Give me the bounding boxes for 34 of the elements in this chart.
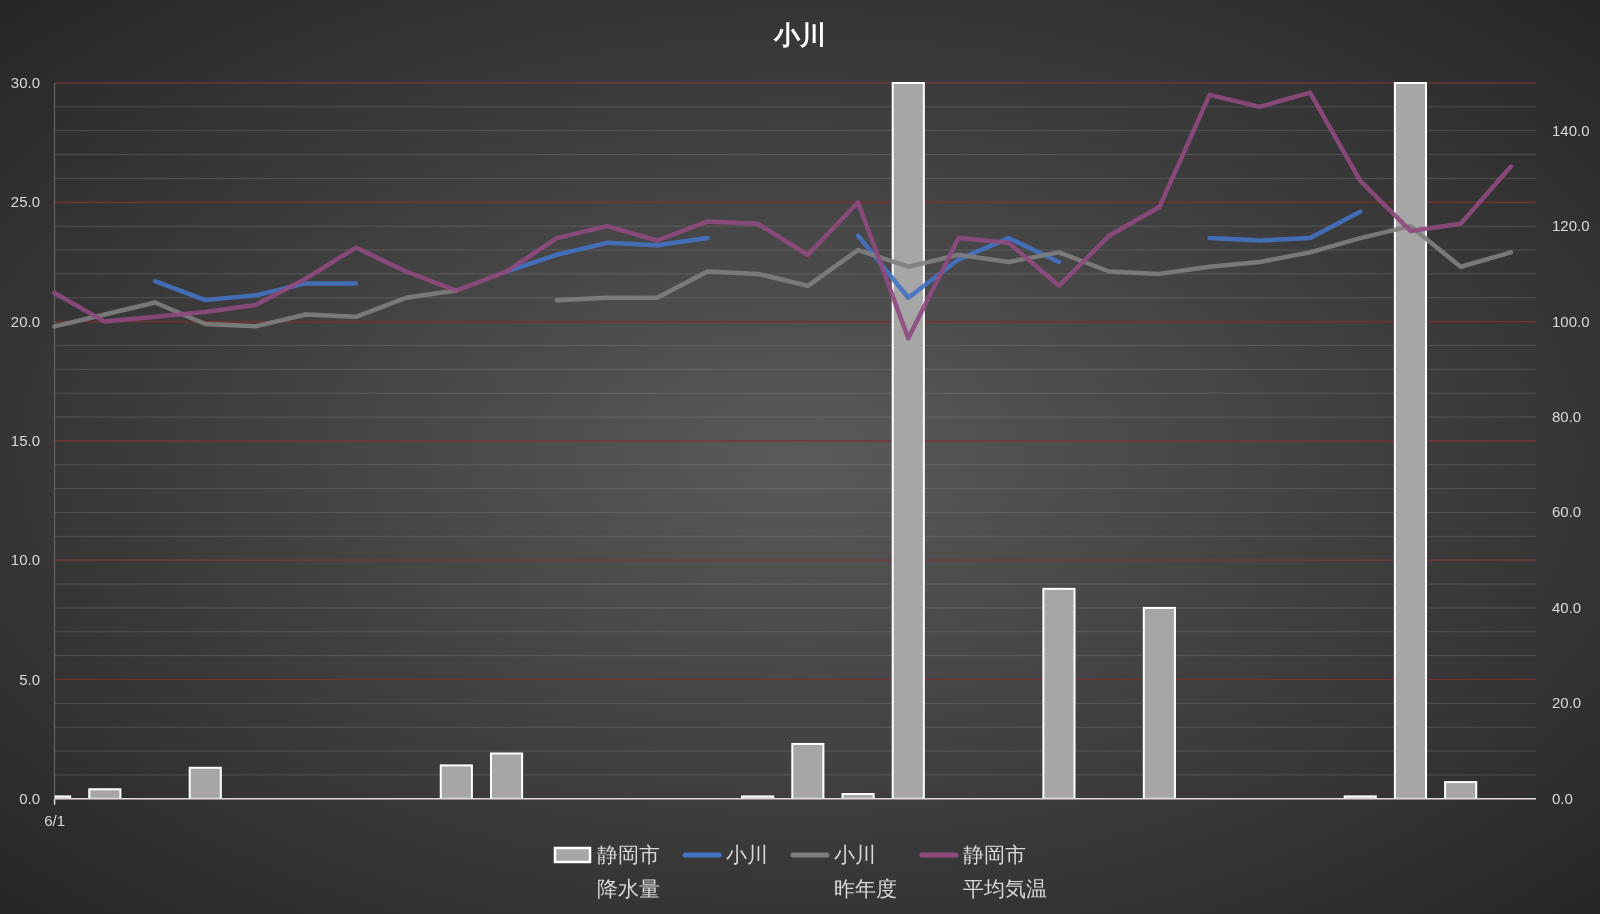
- y2-tick-label: 40.0: [1552, 598, 1582, 616]
- y2-tick-label: 0.0: [1552, 789, 1573, 807]
- bar: [188, 766, 222, 799]
- x-tick-label: 6/1: [44, 811, 66, 829]
- y-tick-label: 20.0: [10, 312, 40, 330]
- y-tick-label: 15.0: [10, 431, 40, 449]
- bar: [1393, 82, 1428, 799]
- y2-tick-label: 60.0: [1552, 503, 1582, 521]
- y-tick-label: 5.0: [19, 670, 40, 688]
- chart-title: 小川: [773, 20, 826, 50]
- y2-tick-label: 120.0: [1552, 217, 1590, 235]
- y2-tick-label: 100.0: [1552, 312, 1590, 330]
- bar: [439, 764, 473, 799]
- y-tick-label: 10.0: [10, 551, 40, 569]
- bar: [1444, 781, 1478, 799]
- y2-tick-label: 20.0: [1552, 694, 1582, 712]
- bar: [741, 795, 775, 799]
- bar: [1142, 606, 1176, 799]
- y2-tick-label: 80.0: [1552, 408, 1582, 426]
- legend-label: 静岡市降水量: [597, 842, 660, 902]
- y-tick-label: 25.0: [10, 193, 40, 211]
- bar: [791, 742, 825, 799]
- legend-label: 小川: [726, 842, 768, 868]
- y-tick-label: 0.0: [19, 789, 40, 807]
- bar: [1343, 795, 1377, 799]
- bar: [1042, 587, 1076, 799]
- y-tick-label: 30.0: [10, 74, 40, 91]
- bar: [891, 82, 925, 799]
- legend-label: 小川昨年度: [834, 842, 897, 902]
- y2-tick-label: 140.0: [1552, 121, 1590, 139]
- bar: [88, 788, 122, 799]
- legend-label: 静岡市平均気温: [963, 842, 1047, 902]
- line-series: [52, 90, 1514, 341]
- bar: [489, 752, 524, 799]
